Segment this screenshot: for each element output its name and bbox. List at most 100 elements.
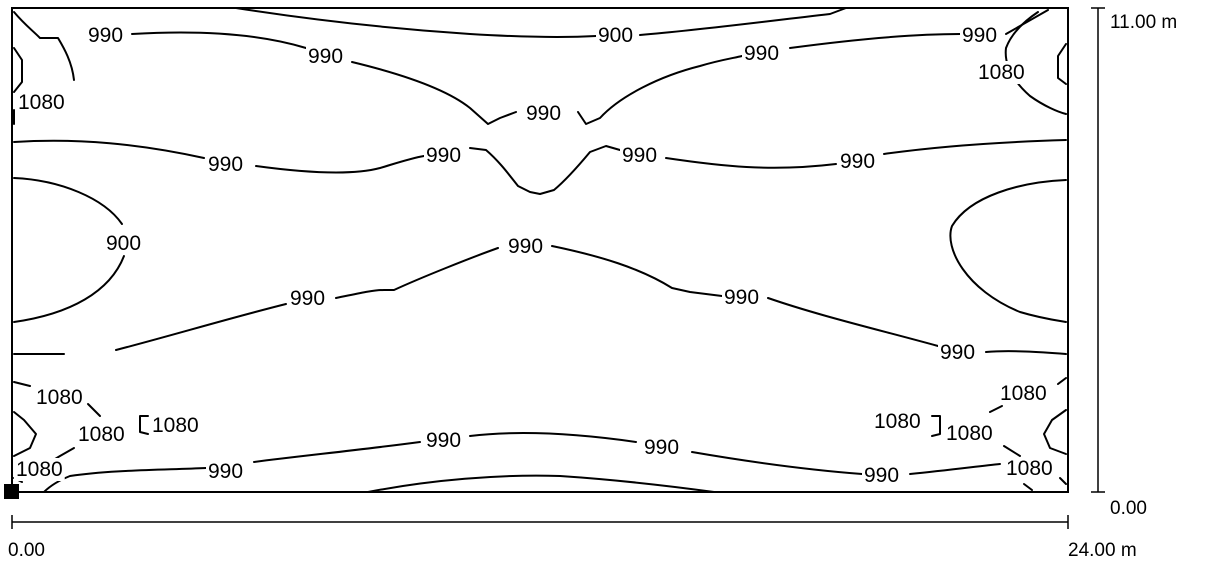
contour-line [1057,43,1067,85]
contour-label-backing [506,235,546,258]
contour-label-backing [306,45,346,68]
contour-label: 990 [526,102,561,125]
contour-line [551,245,723,297]
x-axis-end-label: 24.00 m [1068,540,1137,561]
contour-label: 1080 [946,422,993,445]
contour-label-backing [288,287,328,310]
contour-label-backing [976,61,1027,84]
contour-label-backing [16,91,67,114]
contour-label-backing [938,341,978,364]
contour-line [789,33,961,49]
contour-label: 990 [308,45,343,68]
origin-marker [4,484,19,499]
contour-label: 990 [622,144,657,167]
contour-label-backing [34,386,85,409]
contour-line [13,11,75,81]
contour-line [139,415,149,435]
contour-line [131,31,307,49]
contour-label-backing [150,414,201,437]
contour-line [13,47,23,93]
contour-label-backing [642,436,682,459]
contour-label: 990 [864,464,899,487]
contour-line [639,7,847,36]
contour-label: 990 [426,144,461,167]
contour-label: 1080 [36,386,83,409]
contour-label: 990 [840,150,875,173]
contour-label-backing [620,144,660,167]
contour-line [13,139,205,159]
contour-line [1057,377,1067,385]
y-dimension-axis: 11.00 m 0.00 [1091,7,1177,519]
contour-line [87,403,101,417]
contour-label: 1080 [18,91,65,114]
contour-label-backing [86,24,126,47]
contour-line [13,177,123,225]
contour-line [883,139,1067,155]
contour-label-backing [76,423,127,446]
contour-label-backing [596,24,636,47]
contour-label: 1080 [978,61,1025,84]
plot-frame [11,7,1069,493]
contour-line [13,255,125,323]
contour-label: 990 [644,436,679,459]
contour-label: 990 [744,42,779,65]
contour-line [665,157,837,169]
contour-line [1059,477,1067,485]
x-dimension-axis: 0.00 24.00 m [8,515,1137,561]
contour-line [985,350,1067,355]
contour-line [351,61,517,125]
contour-line [1043,409,1067,455]
y-axis-start-label: 0.00 [1110,498,1147,519]
contour-label: 990 [962,24,997,47]
x-axis-start-label: 0.00 [8,540,45,561]
contour-line [255,155,425,174]
contour-label-backing [104,232,144,255]
contour-label-backing [424,144,464,167]
contour-label: 1080 [874,410,921,433]
contour-line [1005,9,1049,35]
contour-line [691,451,863,475]
contour-label: 1080 [78,423,125,446]
contour-label: 1080 [1006,457,1053,480]
contour-label-backing [206,460,246,483]
contour-label-backing [742,42,782,65]
contour-label: 900 [106,232,141,255]
contour-label-backing [862,464,902,487]
contour-line [13,381,31,387]
contour-line [577,55,743,125]
contour-lines [13,7,1067,493]
contour-labels: 990 900 990 990 1080 1080 990 990 990 99… [14,24,1055,487]
contour-line [909,463,1001,475]
contour-line [949,179,1067,323]
contour-label-backing [722,286,762,309]
y-axis-end-label: 11.00 m [1110,12,1177,33]
contour-line [1003,445,1021,457]
contour-label: 990 [88,24,123,47]
contour-line [367,474,715,493]
contour-label: 990 [426,429,461,452]
contour-line [469,145,621,195]
contour-label: 900 [598,24,633,47]
contour-label-backing [206,153,246,176]
contour-label: 990 [290,287,325,310]
contour-line [469,432,637,443]
contour-line [1023,483,1033,491]
contour-line [13,411,37,457]
contour-label: 990 [208,153,243,176]
contour-label-backing [960,24,1000,47]
contour-label-backing [1004,457,1055,480]
contour-line [989,405,1003,413]
contour-label-backing [424,429,464,452]
contour-line [235,7,597,39]
contour-label-backing [14,458,65,481]
contour-label-backing [524,102,564,125]
contour-label-backing [944,422,995,445]
contour-label: 1080 [152,414,199,437]
contour-label: 990 [940,341,975,364]
contour-label-backing [872,410,923,433]
contour-label: 1080 [16,458,63,481]
contour-label: 1080 [1000,382,1047,405]
contour-line [931,415,941,437]
contour-line [767,297,939,347]
